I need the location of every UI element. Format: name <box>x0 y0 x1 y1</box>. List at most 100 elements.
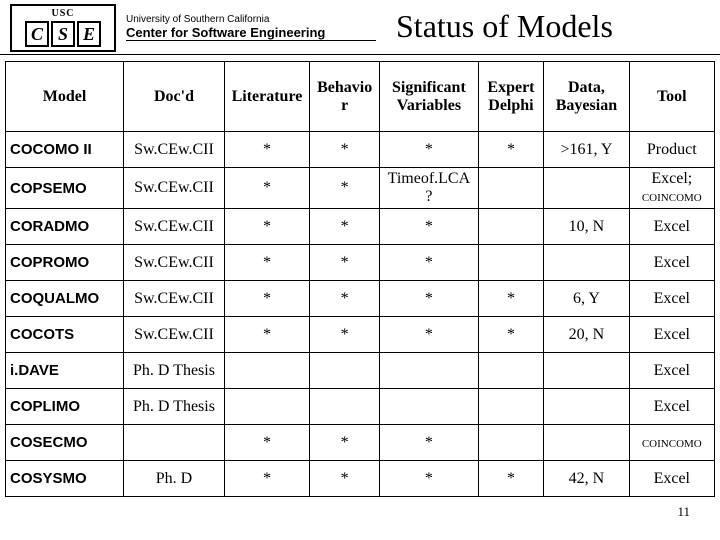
cell-sig: * <box>380 317 478 353</box>
logo-e: E <box>77 21 101 47</box>
center-name: Center for Software Engineering <box>126 25 376 40</box>
col-model: Model <box>6 62 124 132</box>
cell-model: COCOMO II <box>6 132 124 168</box>
cell-lit: * <box>224 317 309 353</box>
cell-tool: Excel <box>629 317 714 353</box>
cell-doc: Sw.CEw.CII <box>124 281 225 317</box>
cell-sig: * <box>380 461 478 497</box>
cell-model: COPSEMO <box>6 168 124 209</box>
cell-lit: * <box>224 425 309 461</box>
cell-doc: Sw.CEw.CII <box>124 168 225 209</box>
cell-lit: * <box>224 132 309 168</box>
table-row: COCOTSSw.CEw.CII****20, NExcel <box>6 317 715 353</box>
cell-tool: Excel <box>629 209 714 245</box>
cell-exp <box>478 389 544 425</box>
cell-doc: Ph. D Thesis <box>124 353 225 389</box>
cell-data <box>544 425 629 461</box>
table-row: COCOMO IISw.CEw.CII****>161, YProduct <box>6 132 715 168</box>
usc-logo: USC C S E <box>10 4 116 52</box>
cell-sig: * <box>380 209 478 245</box>
cell-model: CORADMO <box>6 209 124 245</box>
cell-data: 10, N <box>544 209 629 245</box>
table-row: COQUALMOSw.CEw.CII****6, YExcel <box>6 281 715 317</box>
cell-beh: * <box>310 281 380 317</box>
cell-lit: * <box>224 168 309 209</box>
university-name: University of Southern California <box>126 14 376 25</box>
cell-beh: * <box>310 209 380 245</box>
cell-sig <box>380 353 478 389</box>
header: USC C S E University of Southern Califor… <box>0 0 720 55</box>
cell-model: COPLIMO <box>6 389 124 425</box>
col-expert: Expert Delphi <box>478 62 544 132</box>
cell-doc: Ph. D Thesis <box>124 389 225 425</box>
cell-data <box>544 245 629 281</box>
cell-exp <box>478 245 544 281</box>
cell-exp <box>478 209 544 245</box>
cell-model: i.DAVE <box>6 353 124 389</box>
cell-exp: * <box>478 281 544 317</box>
table-row: COPSEMOSw.CEw.CII**Timeof.LCA?Excel; COI… <box>6 168 715 209</box>
col-docd: Doc'd <box>124 62 225 132</box>
cell-tool: Excel <box>629 389 714 425</box>
table-row: COSECMO***COINCOMO <box>6 425 715 461</box>
cell-sig: * <box>380 281 478 317</box>
cell-tool: Excel <box>629 461 714 497</box>
cell-sig: Timeof.LCA? <box>380 168 478 209</box>
cell-doc: Ph. D <box>124 461 225 497</box>
cell-doc: Sw.CEw.CII <box>124 132 225 168</box>
cell-sig: * <box>380 132 478 168</box>
cell-doc: Sw.CEw.CII <box>124 245 225 281</box>
cell-lit: * <box>224 461 309 497</box>
cell-lit: * <box>224 245 309 281</box>
cell-data: 42, N <box>544 461 629 497</box>
logo-c: C <box>25 21 49 47</box>
table-row: CORADMOSw.CEw.CII***10, NExcel <box>6 209 715 245</box>
cell-exp <box>478 425 544 461</box>
cell-lit <box>224 353 309 389</box>
col-tool: Tool <box>629 62 714 132</box>
cell-tool: Excel <box>629 281 714 317</box>
cell-lit: * <box>224 281 309 317</box>
cell-sig <box>380 389 478 425</box>
cell-tool: Excel <box>629 353 714 389</box>
col-significant: Significant Variables <box>380 62 478 132</box>
logo-cse: C S E <box>25 21 101 47</box>
cell-doc: Sw.CEw.CII <box>124 209 225 245</box>
cell-data: >161, Y <box>544 132 629 168</box>
cell-data <box>544 353 629 389</box>
cell-exp: * <box>478 132 544 168</box>
cell-model: COSECMO <box>6 425 124 461</box>
table-body: COCOMO IISw.CEw.CII****>161, YProductCOP… <box>6 132 715 497</box>
table-row: COPROMOSw.CEw.CII***Excel <box>6 245 715 281</box>
cell-data <box>544 168 629 209</box>
cell-beh: * <box>310 168 380 209</box>
cell-beh: * <box>310 317 380 353</box>
logo-s: S <box>51 21 75 47</box>
cell-exp <box>478 168 544 209</box>
page-number: 11 <box>677 504 690 520</box>
cell-doc: Sw.CEw.CII <box>124 317 225 353</box>
cell-tool: Excel; COINCOMO <box>629 168 714 209</box>
cell-beh: * <box>310 132 380 168</box>
cell-model: COQUALMO <box>6 281 124 317</box>
cell-lit: * <box>224 209 309 245</box>
cell-data: 6, Y <box>544 281 629 317</box>
cell-exp <box>478 353 544 389</box>
logo-usc-text: USC <box>51 9 74 19</box>
cell-beh <box>310 389 380 425</box>
cell-exp: * <box>478 461 544 497</box>
table-row: COPLIMOPh. D Thesis Excel <box>6 389 715 425</box>
cell-beh <box>310 353 380 389</box>
cell-data: 20, N <box>544 317 629 353</box>
cell-tool: COINCOMO <box>629 425 714 461</box>
cell-beh: * <box>310 461 380 497</box>
col-behavior: Behavior <box>310 62 380 132</box>
cell-model: COCOTS <box>6 317 124 353</box>
cell-model: COPROMO <box>6 245 124 281</box>
table-row: i.DAVEPh. D Thesis Excel <box>6 353 715 389</box>
cell-lit <box>224 389 309 425</box>
cell-model: COSYSMO <box>6 461 124 497</box>
cell-data <box>544 389 629 425</box>
cell-beh: * <box>310 425 380 461</box>
cell-doc <box>124 425 225 461</box>
